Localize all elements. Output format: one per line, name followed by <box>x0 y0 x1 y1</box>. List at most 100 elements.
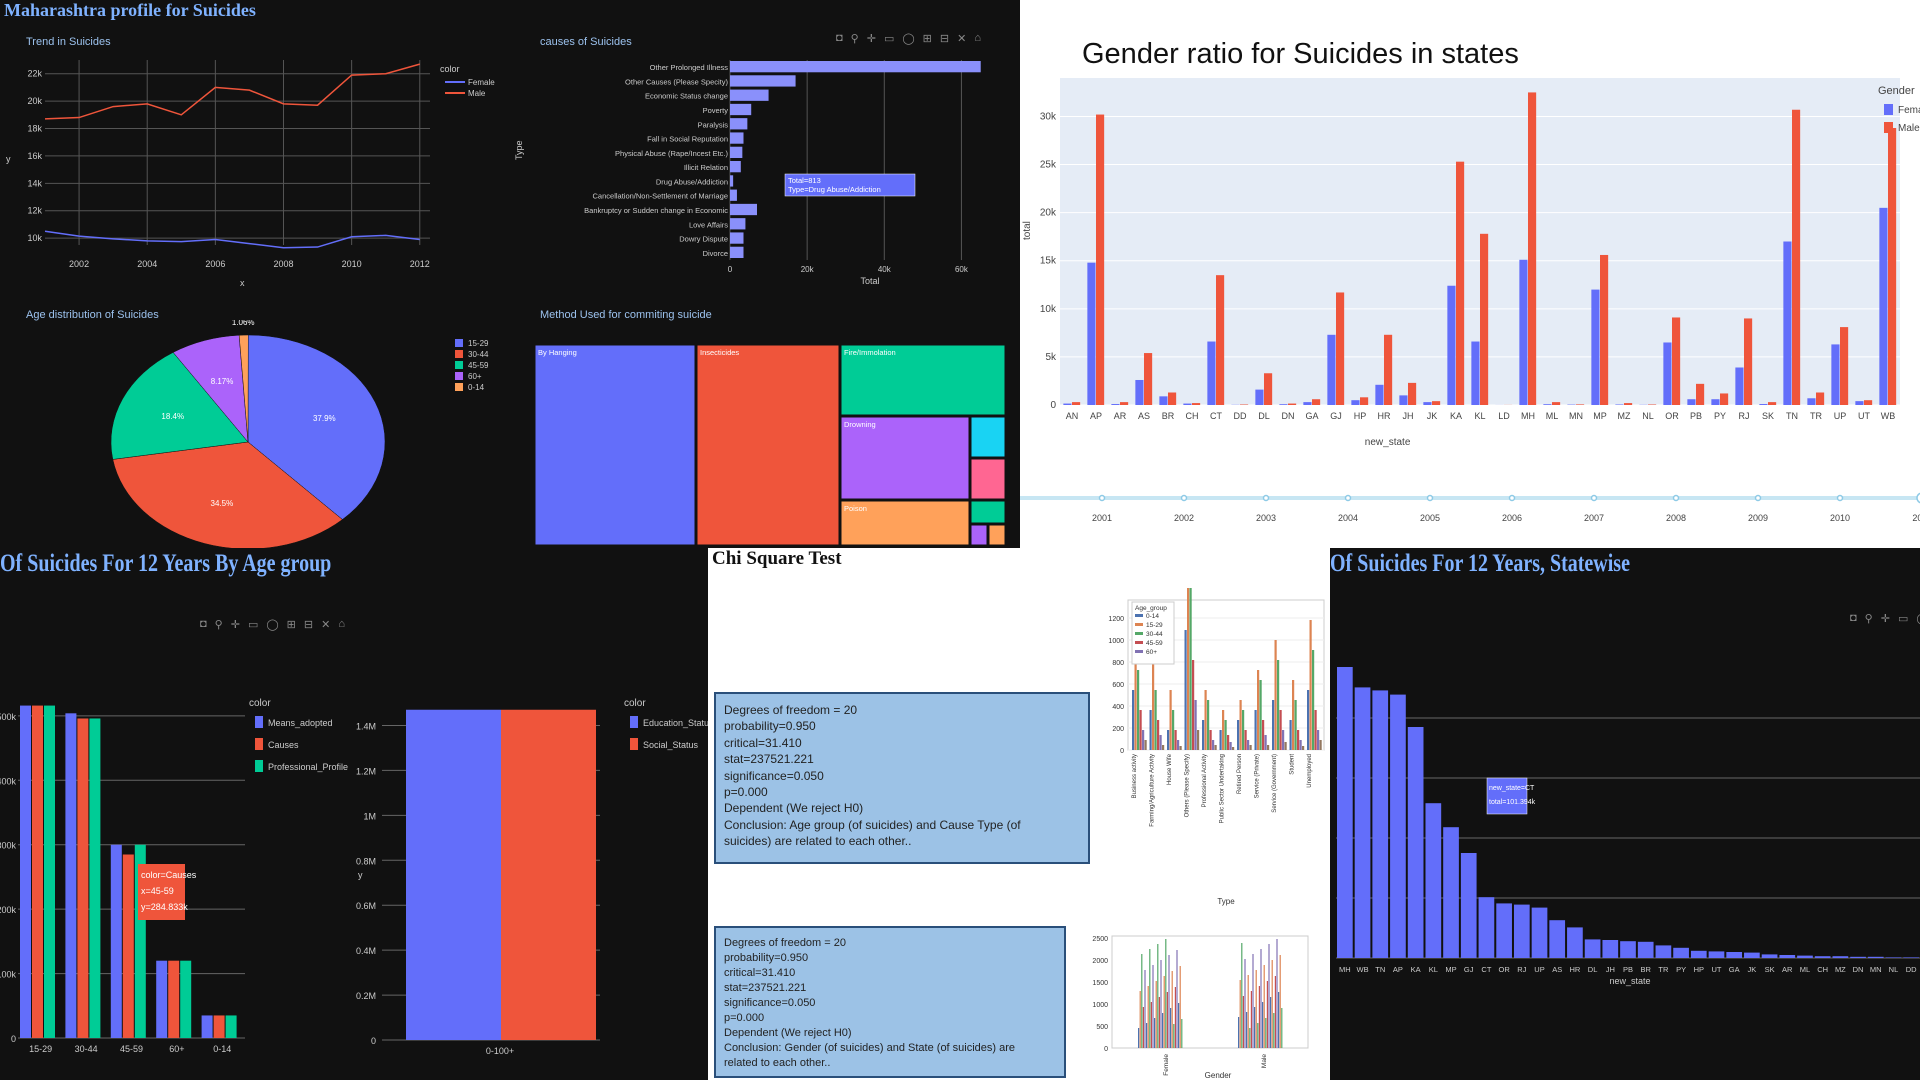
zoom-icon[interactable]: ⚲ <box>214 619 223 631</box>
legend-swatch <box>255 716 263 728</box>
camera-icon[interactable]: ◘ <box>836 32 843 44</box>
bar <box>1282 730 1285 750</box>
x-axis-label: new_state <box>1609 976 1650 986</box>
y-tick-label: 2500 <box>1092 936 1108 943</box>
slider-label: 2005 <box>1420 513 1440 523</box>
result-line: significance=0.050 <box>724 997 816 1009</box>
bar <box>1277 660 1280 750</box>
lasso-icon[interactable]: ◯ <box>266 619 279 631</box>
x-tick-label: 45-59 <box>120 1044 143 1054</box>
treemap-label: By Hanging <box>538 348 577 357</box>
camera-icon[interactable]: ◘ <box>1850 612 1857 624</box>
method-treemap[interactable]: By Hanging Insecticides Fire/Immolation Dro… <box>535 345 1005 545</box>
bar <box>1312 650 1315 750</box>
bar <box>1179 966 1181 1048</box>
y-axis-label: y <box>358 870 363 880</box>
y-tick-label: 400 <box>1112 704 1124 711</box>
y-tick-label: 25k <box>1040 160 1057 171</box>
x-tick-label: DL <box>1258 411 1270 421</box>
category-label: Cancellation/Non-Settlement of Marriage <box>593 192 728 201</box>
bar <box>1673 947 1689 958</box>
bar <box>44 705 55 1038</box>
box-select-icon[interactable]: ▭ <box>247 619 259 631</box>
bar <box>1265 1018 1267 1048</box>
legend-swatch <box>1135 632 1143 635</box>
bar <box>1259 680 1262 750</box>
x-tick-label: TR <box>1810 411 1822 421</box>
zoom-out-icon[interactable]: ⊟ <box>303 619 314 631</box>
bar <box>1761 954 1778 958</box>
autoscale-icon[interactable]: ✕ <box>321 619 331 631</box>
status-bar-chart[interactable]: 0 0.2M 0.4M 0.6M 0.8M 1M 1.2M 1.4M 0-100+ y color E… <box>350 678 708 1078</box>
legend-title: Age_group <box>1135 605 1167 612</box>
pan-icon[interactable]: ✛ <box>866 33 876 45</box>
statewise-panel: Of Suicides For 12 Years, Statewise ◘ ⚲ ✛ ▭… <box>1330 548 1920 1080</box>
y-tick-label: 1M <box>363 811 376 821</box>
bar <box>1832 956 1849 958</box>
bar <box>1187 588 1190 750</box>
lasso-icon[interactable]: ◯ <box>902 33 915 45</box>
bar-female <box>1663 342 1672 405</box>
legend-swatch <box>1135 614 1143 617</box>
statewise-bar-chart[interactable]: MH WB TN AP KA KL MP GJ CT OR RJ UP AS HR DL JH PB BR TR PY… <box>1330 638 1920 1080</box>
y-tick-label: 1200 <box>1108 616 1124 623</box>
slider-step <box>1916 492 1920 504</box>
bar-female <box>1327 334 1336 405</box>
bar-female <box>1735 367 1744 405</box>
bar <box>77 718 89 1038</box>
chi-square-result-age-cause[interactable]: Degrees of freedom = 20 probability=0.950… <box>714 692 1090 864</box>
zoom-out-icon[interactable]: ⊟ <box>939 33 950 45</box>
box-select-icon[interactable]: ▭ <box>883 33 895 45</box>
y-tick-label: 800 <box>1112 660 1124 667</box>
x-tick-label: 30-44 <box>75 1044 98 1054</box>
lasso-icon[interactable]: ◯ <box>1916 612 1920 625</box>
causes-chart[interactable]: 0 20k 40k 60k Other Prolonged Illness Other C… <box>510 50 1020 290</box>
age-group-bar-chart[interactable]: 0 100k 200k 300k 400k 500k 15-29 30-44 45-59 60+ 0… <box>0 678 350 1078</box>
bar <box>730 218 746 230</box>
pan-icon[interactable]: ✛ <box>1880 613 1890 625</box>
bar <box>1260 949 1262 1048</box>
box-select-icon[interactable]: ▭ <box>1897 613 1909 625</box>
y-tick-label: 1000 <box>1092 1002 1108 1009</box>
bar-female <box>1519 259 1528 405</box>
y-axis-label: Type <box>514 140 524 160</box>
bar <box>1174 987 1176 1048</box>
y-tick-label: 0 <box>371 1036 376 1046</box>
gender-ratio-chart[interactable]: 0 5k 10k 15k 20k 25k 30k AN AP AR AS BR CH CT DD DL DN GA… <box>1020 60 1920 540</box>
zoom-in-icon[interactable]: ⊞ <box>922 33 932 45</box>
bar <box>730 232 744 244</box>
bar <box>1189 588 1192 750</box>
x-tick-label: JH <box>1606 965 1615 974</box>
x-tick-label: HR <box>1569 965 1580 974</box>
age-pie-chart[interactable]: 37.9% 34.5% 18.4% 8.17% 1.06% 15-29 30-44 45-59… <box>0 320 520 548</box>
camera-icon[interactable]: ◘ <box>200 618 207 630</box>
bar <box>730 161 741 173</box>
treemap-label: Fire/Immolation <box>844 348 896 357</box>
bar <box>1139 710 1142 750</box>
x-tick-label: Service (Government) <box>1272 754 1278 813</box>
bar-female <box>1591 289 1600 405</box>
bar <box>1239 700 1242 750</box>
bar-male <box>1600 254 1609 405</box>
pie-slice <box>110 352 249 460</box>
zoom-icon[interactable]: ⚲ <box>1864 613 1873 625</box>
y-tick-label: 20k <box>27 96 42 106</box>
result-line: Degrees of freedom = 20 <box>724 937 846 949</box>
bar <box>1162 1013 1164 1048</box>
trend-chart[interactable]: 10k 12k 14k 16k 18k 20k 22k 2002 2004 2006 2008 201… <box>0 50 520 290</box>
x-tick-label: DN <box>1853 965 1864 974</box>
pan-icon[interactable]: ✛ <box>230 619 240 631</box>
zoom-icon[interactable]: ⚲ <box>850 33 859 45</box>
result-line: significance=0.050 <box>724 768 824 783</box>
bar <box>1157 720 1160 750</box>
y-tick-label: 0.6M <box>356 901 376 911</box>
bar-male <box>1792 109 1801 406</box>
zoom-in-icon[interactable]: ⊞ <box>286 619 296 631</box>
chi-square-result-gender-state[interactable]: Degrees of freedom = 20 probability=0.950… <box>714 926 1066 1078</box>
reset-icon[interactable]: ⌂ <box>338 618 345 630</box>
bar <box>1138 1028 1140 1048</box>
reset-icon[interactable]: ⌂ <box>974 32 981 44</box>
autoscale-icon[interactable]: ✕ <box>957 33 967 45</box>
bar <box>1726 952 1743 958</box>
x-tick-label: MP <box>1593 411 1607 421</box>
